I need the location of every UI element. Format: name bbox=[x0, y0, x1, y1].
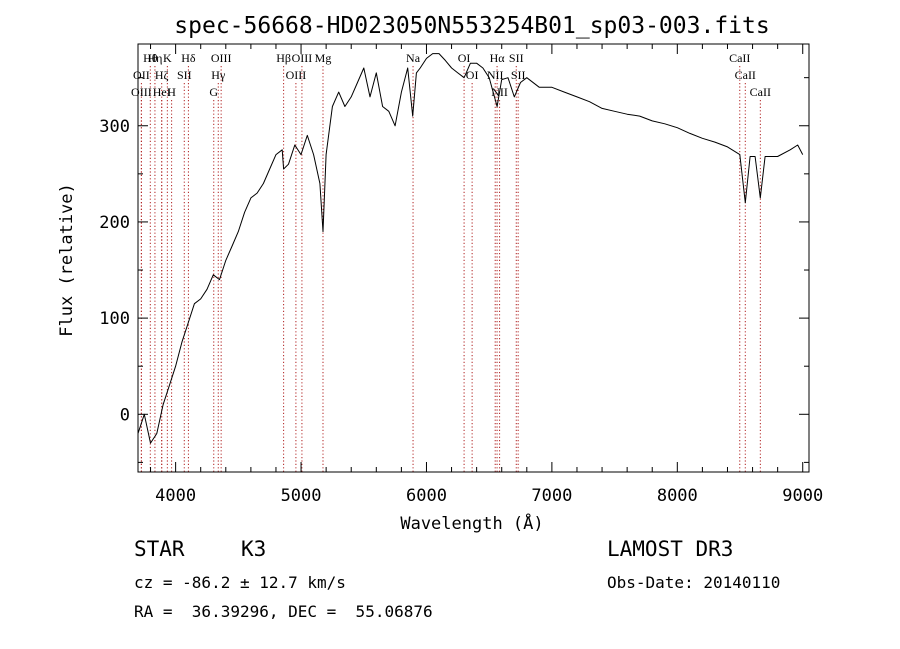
line-label: OI bbox=[458, 51, 471, 65]
survey-name: LAMOST DR3 bbox=[607, 537, 734, 561]
axis-ticks: 4000 5000 6000 7000 8000 9000 0 100 200 300 bbox=[99, 44, 823, 506]
x-tick-label: 9000 bbox=[782, 486, 823, 506]
line-label: OIII bbox=[292, 51, 313, 65]
line-label: CaII bbox=[750, 85, 771, 99]
y-tick-label: 300 bbox=[99, 117, 130, 137]
line-label: CaII bbox=[729, 51, 750, 65]
line-label: Hδ bbox=[181, 51, 196, 65]
x-tick-label: 4000 bbox=[155, 486, 196, 506]
spectral-line-markers bbox=[140, 66, 761, 472]
y-tick-label: 200 bbox=[99, 213, 130, 233]
line-label: NII bbox=[487, 68, 504, 82]
line-label: Hζ bbox=[155, 68, 169, 82]
line-label: OIII bbox=[131, 85, 152, 99]
line-label: K bbox=[163, 51, 172, 65]
line-label: Mg bbox=[315, 51, 332, 65]
object-subclass: K3 bbox=[241, 537, 267, 561]
y-tick-label: 0 bbox=[120, 405, 130, 425]
observation-date: Obs-Date: 20140110 bbox=[607, 573, 781, 592]
coordinates: RA = 36.39296, DEC = 55.06876 bbox=[134, 602, 433, 621]
plot-frame bbox=[137, 43, 810, 473]
line-label: Na bbox=[406, 51, 421, 65]
x-tick-label: 5000 bbox=[281, 486, 322, 506]
line-label: SII bbox=[511, 68, 526, 82]
line-label: Hα bbox=[490, 51, 506, 65]
line-label: OI bbox=[466, 68, 479, 82]
x-tick-label: 7000 bbox=[531, 486, 572, 506]
line-label: G bbox=[209, 85, 218, 99]
x-tick-label: 8000 bbox=[657, 486, 698, 506]
x-tick-label: 6000 bbox=[406, 486, 447, 506]
chart-title: spec-56668-HD023050N553254B01_sp03-003.f… bbox=[174, 13, 769, 39]
line-label: OIII bbox=[211, 51, 232, 65]
line-label: Hγ bbox=[211, 68, 226, 82]
line-label: Hη bbox=[147, 51, 162, 65]
line-label: CaII bbox=[735, 68, 756, 82]
line-label: OII bbox=[133, 68, 150, 82]
x-axis-label: Wavelength (Å) bbox=[400, 512, 543, 534]
line-label: Hθ bbox=[143, 51, 158, 65]
line-label: HeI bbox=[153, 85, 171, 99]
y-tick-label: 100 bbox=[99, 309, 130, 329]
line-label: SII bbox=[509, 51, 524, 65]
redshift-value: cz = -86.2 ± 12.7 km/s bbox=[134, 573, 346, 592]
line-label: SII bbox=[177, 68, 192, 82]
object-type: STAR bbox=[134, 537, 185, 561]
line-label: OIII bbox=[286, 68, 307, 82]
spectrum-line bbox=[137, 53, 804, 444]
line-label: Hβ bbox=[276, 51, 291, 65]
y-axis-label: Flux (relative) bbox=[57, 183, 77, 337]
line-label: H bbox=[167, 85, 176, 99]
